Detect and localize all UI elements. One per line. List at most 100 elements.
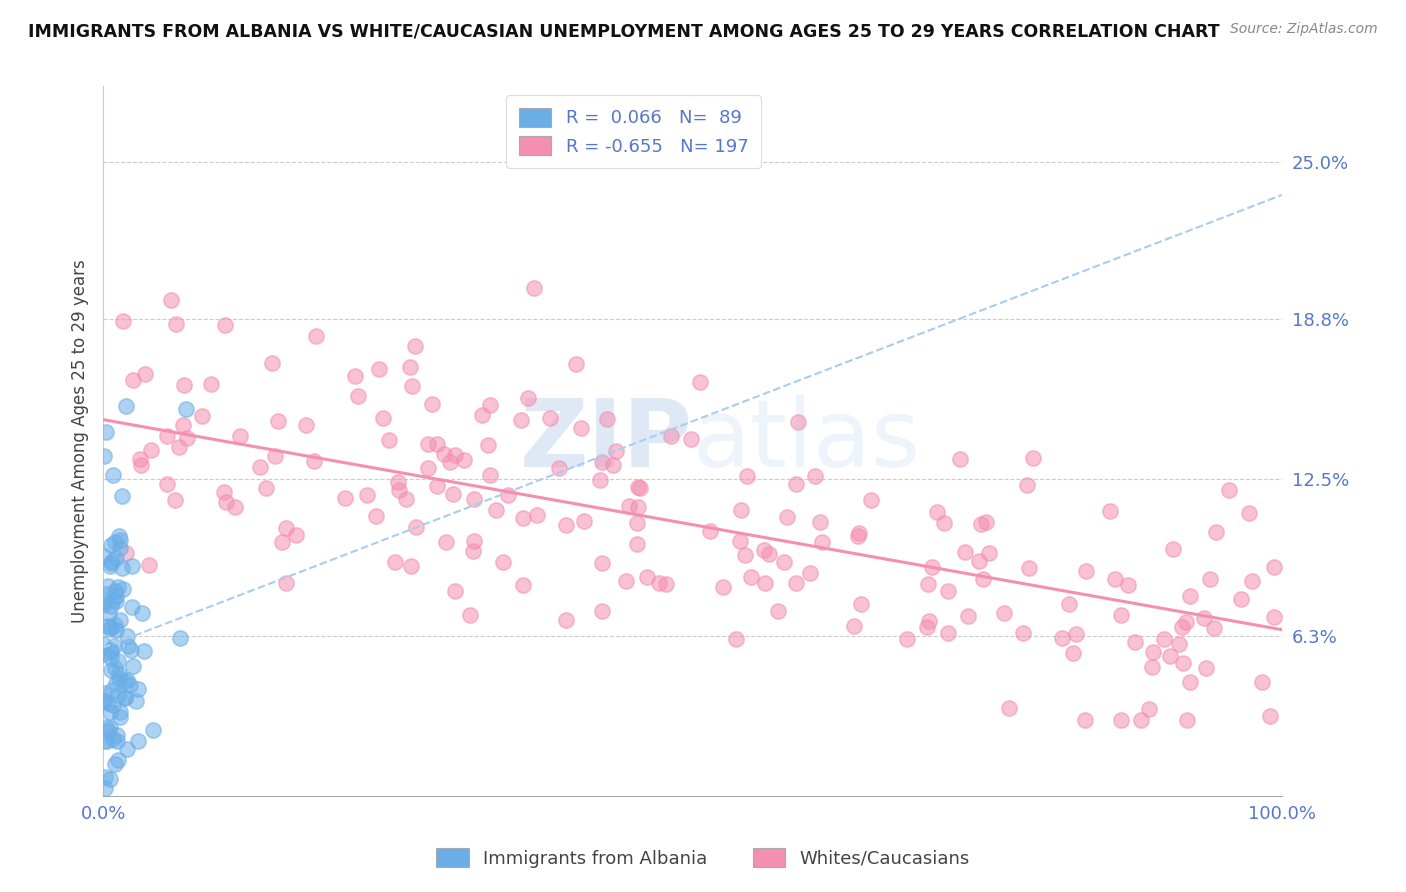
- Point: [343, 369, 366, 384]
- Point: [972, 572, 994, 586]
- Point: [1129, 713, 1152, 727]
- Point: [938, 584, 960, 599]
- Point: [93, 694, 115, 708]
- Point: [416, 460, 439, 475]
- Point: [249, 459, 271, 474]
- Point: [108, 706, 131, 720]
- Point: [1170, 620, 1192, 634]
- Point: [100, 645, 122, 659]
- Point: [591, 604, 613, 618]
- Point: [176, 431, 198, 445]
- Point: [295, 418, 318, 433]
- Point: [591, 556, 613, 570]
- Point: [367, 361, 389, 376]
- Point: [114, 690, 136, 704]
- Point: [172, 417, 194, 432]
- Point: [1142, 645, 1164, 659]
- Point: [479, 398, 502, 412]
- Point: [134, 644, 156, 658]
- Point: [115, 545, 138, 559]
- Point: [772, 555, 794, 569]
- Point: [1205, 524, 1227, 539]
- Point: [108, 541, 131, 555]
- Point: [115, 741, 138, 756]
- Y-axis label: Unemployment Among Ages 25 to 29 years: Unemployment Among Ages 25 to 29 years: [72, 260, 89, 623]
- Point: [125, 694, 148, 708]
- Point: [974, 515, 997, 529]
- Point: [492, 556, 515, 570]
- Point: [163, 492, 186, 507]
- Point: [108, 613, 131, 627]
- Point: [443, 448, 465, 462]
- Point: [458, 608, 481, 623]
- Point: [754, 543, 776, 558]
- Point: [115, 630, 138, 644]
- Point: [117, 640, 139, 654]
- Point: [1258, 709, 1281, 723]
- Point: [169, 631, 191, 645]
- Point: [977, 546, 1000, 560]
- Point: [101, 683, 124, 698]
- Point: [104, 676, 127, 690]
- Point: [112, 582, 135, 597]
- Point: [103, 593, 125, 607]
- Point: [156, 476, 179, 491]
- Point: [1218, 483, 1240, 498]
- Point: [111, 560, 134, 574]
- Point: [115, 399, 138, 413]
- Point: [1230, 592, 1253, 607]
- Point: [93, 549, 115, 563]
- Point: [108, 533, 131, 548]
- Point: [485, 502, 508, 516]
- Point: [364, 508, 387, 523]
- Point: [932, 516, 955, 530]
- Point: [101, 732, 124, 747]
- Point: [626, 516, 648, 530]
- Point: [512, 577, 534, 591]
- Point: [997, 701, 1019, 715]
- Point: [395, 492, 418, 507]
- Point: [105, 590, 128, 604]
- Point: [591, 455, 613, 469]
- Text: Source: ZipAtlas.com: Source: ZipAtlas.com: [1230, 22, 1378, 37]
- Point: [659, 429, 682, 443]
- Point: [1198, 572, 1220, 586]
- Point: [104, 661, 127, 675]
- Point: [104, 534, 127, 549]
- Point: [786, 415, 808, 429]
- Point: [356, 488, 378, 502]
- Point: [93, 637, 115, 651]
- Point: [91, 598, 114, 612]
- Point: [276, 521, 298, 535]
- Point: [740, 570, 762, 584]
- Point: [378, 434, 401, 448]
- Point: [94, 720, 117, 734]
- Point: [565, 358, 588, 372]
- Point: [967, 554, 990, 568]
- Point: [107, 653, 129, 667]
- Point: [285, 527, 308, 541]
- Point: [93, 734, 115, 748]
- Point: [401, 559, 423, 574]
- Point: [108, 529, 131, 543]
- Point: [848, 529, 870, 543]
- Point: [422, 397, 444, 411]
- Point: [214, 485, 236, 500]
- Point: [548, 461, 571, 475]
- Point: [1263, 560, 1285, 574]
- Point: [100, 620, 122, 634]
- Legend: Immigrants from Albania, Whites/Caucasians: Immigrants from Albania, Whites/Caucasia…: [426, 838, 980, 879]
- Point: [114, 691, 136, 706]
- Point: [398, 360, 420, 375]
- Point: [1076, 564, 1098, 578]
- Point: [860, 492, 883, 507]
- Point: [627, 500, 650, 514]
- Point: [1098, 504, 1121, 518]
- Point: [127, 734, 149, 748]
- Text: ZIP: ZIP: [520, 395, 693, 487]
- Point: [803, 468, 825, 483]
- Point: [267, 414, 290, 428]
- Legend: R =  0.066   N=  89, R = -0.655   N= 197: R = 0.066 N= 89, R = -0.655 N= 197: [506, 95, 761, 169]
- Point: [94, 771, 117, 785]
- Point: [98, 772, 121, 786]
